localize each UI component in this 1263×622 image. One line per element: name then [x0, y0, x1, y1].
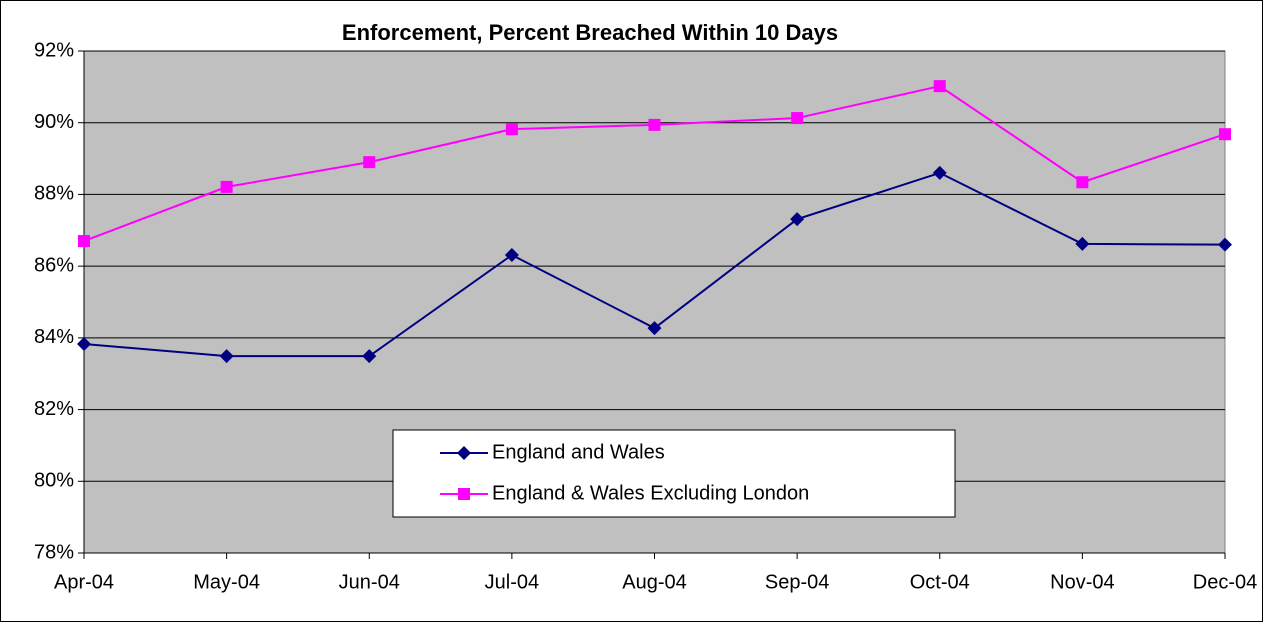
- x-tick-label: Nov-04: [1050, 571, 1114, 593]
- data-point: [1075, 236, 1090, 251]
- y-tick-label: 78%: [34, 541, 74, 563]
- data-point: [77, 336, 91, 351]
- x-tick-label: May-04: [193, 571, 260, 593]
- legend: [392, 429, 956, 518]
- x-tick-label: Aug-04: [622, 571, 687, 593]
- data-point: [647, 321, 662, 336]
- data-point: [220, 180, 233, 193]
- x-tick-label: Dec-04: [1193, 571, 1257, 593]
- data-point: [504, 248, 519, 263]
- data-point: [363, 156, 376, 169]
- data-point: [1076, 176, 1089, 189]
- legend-swatch-marker: [457, 446, 471, 460]
- data-point: [219, 349, 234, 364]
- y-tick-label: 86%: [34, 254, 74, 276]
- data-point: [1219, 128, 1231, 141]
- data-point: [932, 165, 947, 180]
- chart-title: Enforcement, Percent Breached Within 10 …: [342, 20, 838, 45]
- x-tick-label: Oct-04: [910, 571, 970, 593]
- x-tick-label: Apr-04: [54, 571, 114, 593]
- y-tick-label: 80%: [34, 470, 74, 492]
- x-tick-label: Sep-04: [765, 571, 830, 593]
- data-point: [1218, 237, 1232, 252]
- legend-label: England & Wales Excluding London: [492, 482, 809, 504]
- data-point: [648, 118, 661, 131]
- legend-label: England and Wales: [492, 441, 665, 463]
- y-tick-label: 92%: [34, 39, 74, 61]
- data-point: [933, 80, 946, 93]
- data-point: [505, 123, 518, 136]
- data-point: [790, 212, 805, 227]
- x-tick-label: Jun-04: [339, 571, 400, 593]
- y-tick-label: 82%: [34, 398, 74, 420]
- x-tick-label: Jul-04: [485, 571, 539, 593]
- y-tick-label: 88%: [34, 183, 74, 205]
- data-point: [362, 349, 377, 364]
- y-tick-label: 84%: [34, 326, 74, 348]
- legend-swatch-marker: [458, 488, 470, 500]
- y-tick-label: 90%: [34, 111, 74, 133]
- data-point: [791, 112, 804, 125]
- data-point: [78, 235, 90, 248]
